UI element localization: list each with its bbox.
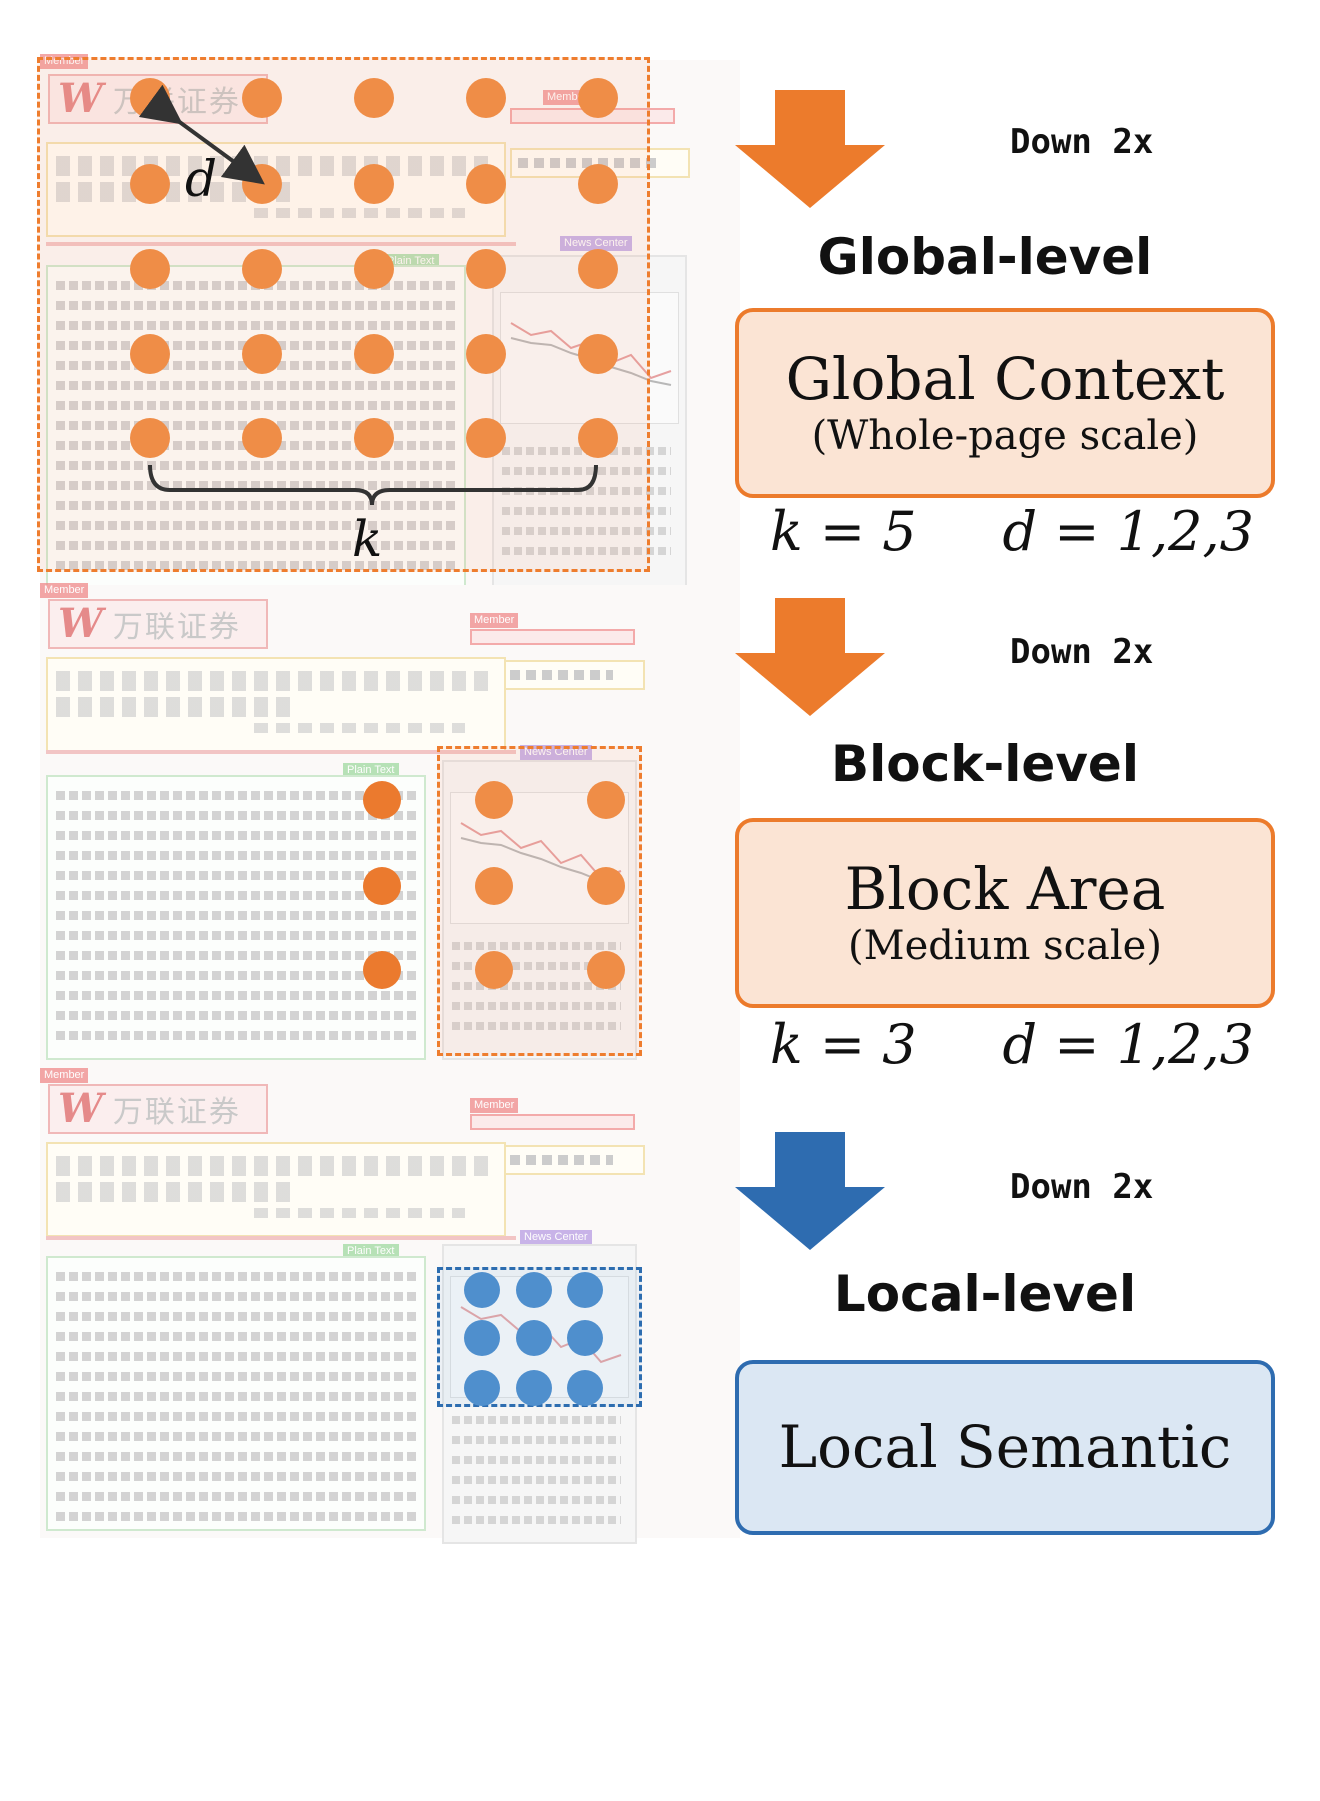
sampling-point (578, 249, 618, 289)
sampling-point (516, 1320, 552, 1356)
member-tag: Member (470, 1098, 519, 1113)
sampling-point (354, 249, 394, 289)
sampling-point (516, 1370, 552, 1406)
sampling-point (578, 78, 618, 118)
dilation-label: d (185, 150, 218, 208)
kernel-label: k (352, 510, 383, 568)
sampling-point (363, 781, 401, 819)
news-center-tag: News Center (520, 1230, 592, 1245)
sampling-point (516, 1272, 552, 1308)
document-page-global: Member W 万联证券 Member Plain Text News Cen… (40, 54, 740, 650)
block-area-card: Block Area (Medium scale) (735, 818, 1275, 1008)
kernel-brace-icon (148, 464, 598, 506)
block-level-title: Block-level (831, 735, 1139, 793)
sampling-point (567, 1272, 603, 1308)
logo-mark: W (58, 1085, 103, 1132)
sampling-point (242, 334, 282, 374)
sampling-point (587, 951, 625, 989)
global-level-title: Global-level (817, 228, 1153, 286)
logo-text: 万联证券 (112, 1096, 241, 1129)
card-title: Local Semantic (778, 1413, 1232, 1482)
local-semantic-card: Local Semantic (735, 1360, 1275, 1535)
sampling-point (130, 249, 170, 289)
member-tag: Member (470, 613, 519, 628)
dilation-arrow-icon (138, 84, 265, 185)
sampling-point (130, 334, 170, 374)
body-text-block (46, 1256, 426, 1531)
card-title: Block Area (844, 854, 1166, 923)
plain-text-tag: Plain Text (343, 1244, 399, 1259)
logo-text: 万联证券 (112, 611, 241, 644)
sampling-point (464, 1320, 500, 1356)
sampling-point (475, 867, 513, 905)
document-page-local-tail (40, 1540, 740, 1770)
sampling-point (466, 164, 506, 204)
downsample-label: Down 2x (1010, 122, 1154, 162)
sampling-point (354, 418, 394, 458)
sampling-point (475, 951, 513, 989)
sampling-point (242, 418, 282, 458)
brand-logo: W 万联证券 (48, 1084, 268, 1134)
sampling-point (578, 418, 618, 458)
sampling-point (587, 781, 625, 819)
sampling-point (363, 867, 401, 905)
sampling-point (354, 334, 394, 374)
global-params: k = 5 d = 1,2,3 (770, 500, 1254, 563)
member-title-box (470, 629, 635, 645)
plain-text-tag: Plain Text (343, 763, 399, 778)
sampling-point (466, 418, 506, 458)
headline-block (46, 657, 506, 752)
kernel-param: k = 5 (770, 500, 917, 563)
down-arrow-icon (735, 90, 885, 208)
card-subtitle: (Whole-page scale) (811, 413, 1199, 460)
card-title: Global Context (785, 344, 1225, 413)
kernel-param: k = 3 (770, 1013, 917, 1076)
sampling-point (354, 164, 394, 204)
sampling-point (567, 1320, 603, 1356)
headline-block (46, 1142, 506, 1237)
down-arrow-icon (735, 1132, 885, 1250)
sampling-point (464, 1272, 500, 1308)
sampling-point (475, 781, 513, 819)
member-tag: Member (40, 1068, 89, 1083)
member-tag: Member (40, 583, 89, 598)
global-context-card: Global Context (Whole-page scale) (735, 308, 1275, 498)
body-text-block (46, 775, 426, 1060)
sampling-point (363, 951, 401, 989)
downsample-label: Down 2x (1010, 632, 1154, 672)
member-title-box (470, 1114, 635, 1130)
dilation-param: d = 1,2,3 (1002, 500, 1255, 563)
sampling-point (466, 249, 506, 289)
divider-bar (46, 242, 516, 246)
sampling-point (242, 249, 282, 289)
sampling-point (587, 867, 625, 905)
sampling-point (567, 1370, 603, 1406)
logo-mark: W (58, 75, 103, 122)
dilation-param: d = 1,2,3 (1002, 1013, 1255, 1076)
sampling-point (578, 164, 618, 204)
sampling-point (466, 334, 506, 374)
news-center-tag: News Center (560, 236, 632, 251)
card-subtitle: (Medium scale) (848, 923, 1162, 970)
sampling-point (578, 334, 618, 374)
sampling-point (466, 78, 506, 118)
block-params: k = 3 d = 1,2,3 (770, 1013, 1254, 1076)
brand-logo: W 万联证券 (48, 599, 268, 649)
down-arrow-icon (735, 598, 885, 716)
sampling-point (464, 1370, 500, 1406)
downsample-label: Down 2x (1010, 1167, 1154, 1207)
divider-bar (46, 750, 516, 754)
logo-mark: W (58, 600, 103, 647)
sampling-point (354, 78, 394, 118)
sampling-point (130, 418, 170, 458)
divider-bar (46, 1236, 516, 1240)
local-level-title: Local-level (833, 1265, 1137, 1323)
